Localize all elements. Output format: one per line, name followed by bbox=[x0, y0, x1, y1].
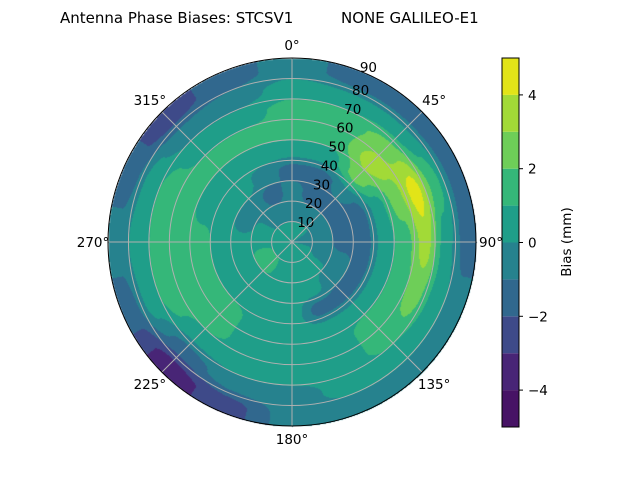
angle-tick-label: 315° bbox=[134, 93, 167, 109]
colorbar-tick-label: 4 bbox=[528, 88, 537, 104]
colorbar-band bbox=[502, 58, 519, 95]
radial-tick-label: 70 bbox=[344, 102, 361, 118]
colorbar-tick-label: 0 bbox=[528, 236, 537, 252]
angular-gridline bbox=[161, 111, 293, 243]
colorbar-band bbox=[502, 205, 519, 243]
angle-tick-label: 135° bbox=[418, 377, 451, 393]
radial-tick-label: 80 bbox=[352, 83, 369, 99]
angle-tick-label: 0° bbox=[284, 38, 299, 54]
chart-title: Antenna Phase Biases: STCSV1 NONE GALILE… bbox=[60, 9, 479, 27]
colorbar-band bbox=[502, 168, 519, 206]
polar-frame bbox=[107, 57, 477, 427]
angular-gridline bbox=[291, 241, 423, 373]
angle-tick-label: 90° bbox=[479, 235, 503, 251]
angle-tick-label: 270° bbox=[77, 235, 110, 251]
radial-tick-label: 20 bbox=[305, 196, 322, 212]
radial-tick-label: 60 bbox=[336, 121, 353, 137]
colorbar-band bbox=[502, 316, 519, 354]
colorbar-band bbox=[502, 131, 519, 169]
radial-tick-label: 30 bbox=[313, 177, 330, 193]
colorbar-band bbox=[502, 353, 519, 391]
colorbar-band bbox=[502, 390, 519, 427]
radial-tick-label: 90 bbox=[360, 60, 377, 76]
colorbar-tick-label: 2 bbox=[528, 162, 537, 178]
radial-tick-label: 10 bbox=[297, 215, 314, 231]
angle-tick-label: 180° bbox=[276, 432, 309, 448]
radial-tick-label: 50 bbox=[329, 140, 346, 156]
colorbar-label: Bias (mm) bbox=[559, 207, 575, 276]
colorbar-band bbox=[502, 242, 519, 280]
radial-tick-label: 40 bbox=[321, 158, 338, 174]
angular-gridline bbox=[291, 111, 423, 243]
angle-tick-label: 45° bbox=[422, 93, 446, 109]
colorbar-band bbox=[502, 279, 519, 317]
angle-tick-label: 225° bbox=[134, 377, 167, 393]
angular-gridline bbox=[161, 241, 293, 373]
colorbar-tick-label: −4 bbox=[528, 383, 548, 399]
colorbar-tick-label: −2 bbox=[528, 309, 548, 325]
colorbar-band bbox=[502, 94, 519, 132]
